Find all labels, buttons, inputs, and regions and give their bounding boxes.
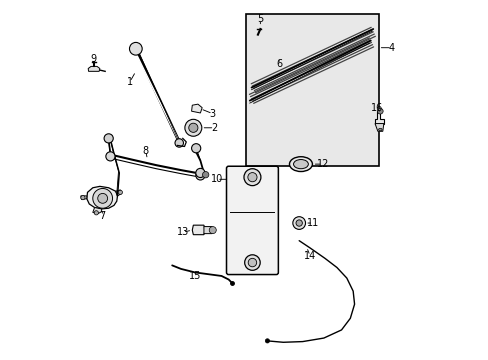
Polygon shape — [87, 186, 117, 209]
Circle shape — [81, 195, 85, 200]
Text: 15: 15 — [188, 271, 201, 281]
Text: 10: 10 — [210, 174, 223, 184]
Circle shape — [195, 171, 204, 180]
Polygon shape — [246, 14, 378, 166]
Circle shape — [244, 169, 261, 186]
Text: 6: 6 — [275, 59, 282, 69]
Circle shape — [129, 42, 142, 55]
Ellipse shape — [293, 159, 308, 169]
Polygon shape — [374, 111, 383, 123]
Circle shape — [118, 190, 122, 194]
Ellipse shape — [289, 157, 312, 171]
Circle shape — [247, 172, 257, 182]
Text: 16: 16 — [370, 103, 382, 113]
Polygon shape — [81, 196, 87, 199]
Polygon shape — [374, 123, 383, 131]
Circle shape — [202, 171, 208, 178]
Ellipse shape — [378, 128, 381, 131]
Circle shape — [191, 144, 201, 153]
Text: 2: 2 — [211, 123, 217, 133]
Polygon shape — [93, 207, 102, 213]
Text: 9: 9 — [90, 54, 96, 64]
Polygon shape — [191, 104, 202, 113]
Text: 14: 14 — [304, 251, 316, 261]
Text: 1: 1 — [126, 77, 133, 87]
Text: 11: 11 — [306, 218, 319, 228]
Circle shape — [184, 119, 202, 136]
Text: 4: 4 — [388, 43, 394, 53]
Text: 3: 3 — [209, 109, 215, 119]
Circle shape — [292, 217, 305, 229]
Text: 8: 8 — [142, 146, 148, 156]
Circle shape — [248, 258, 256, 267]
Circle shape — [295, 220, 302, 226]
Polygon shape — [88, 66, 100, 71]
Circle shape — [244, 255, 260, 270]
Polygon shape — [203, 226, 212, 234]
Text: 13: 13 — [176, 227, 188, 237]
Circle shape — [195, 168, 204, 177]
Text: 7: 7 — [100, 211, 105, 221]
Circle shape — [209, 226, 216, 234]
Text: 5: 5 — [257, 14, 263, 24]
Circle shape — [98, 193, 107, 203]
Circle shape — [94, 211, 98, 215]
Text: 12: 12 — [316, 159, 328, 169]
Circle shape — [105, 152, 115, 161]
Circle shape — [93, 189, 112, 208]
FancyBboxPatch shape — [226, 166, 278, 275]
Circle shape — [104, 134, 113, 143]
Circle shape — [265, 339, 269, 343]
Circle shape — [377, 108, 383, 114]
Circle shape — [175, 139, 183, 147]
Polygon shape — [192, 225, 204, 235]
Circle shape — [188, 123, 198, 132]
Polygon shape — [116, 190, 122, 196]
